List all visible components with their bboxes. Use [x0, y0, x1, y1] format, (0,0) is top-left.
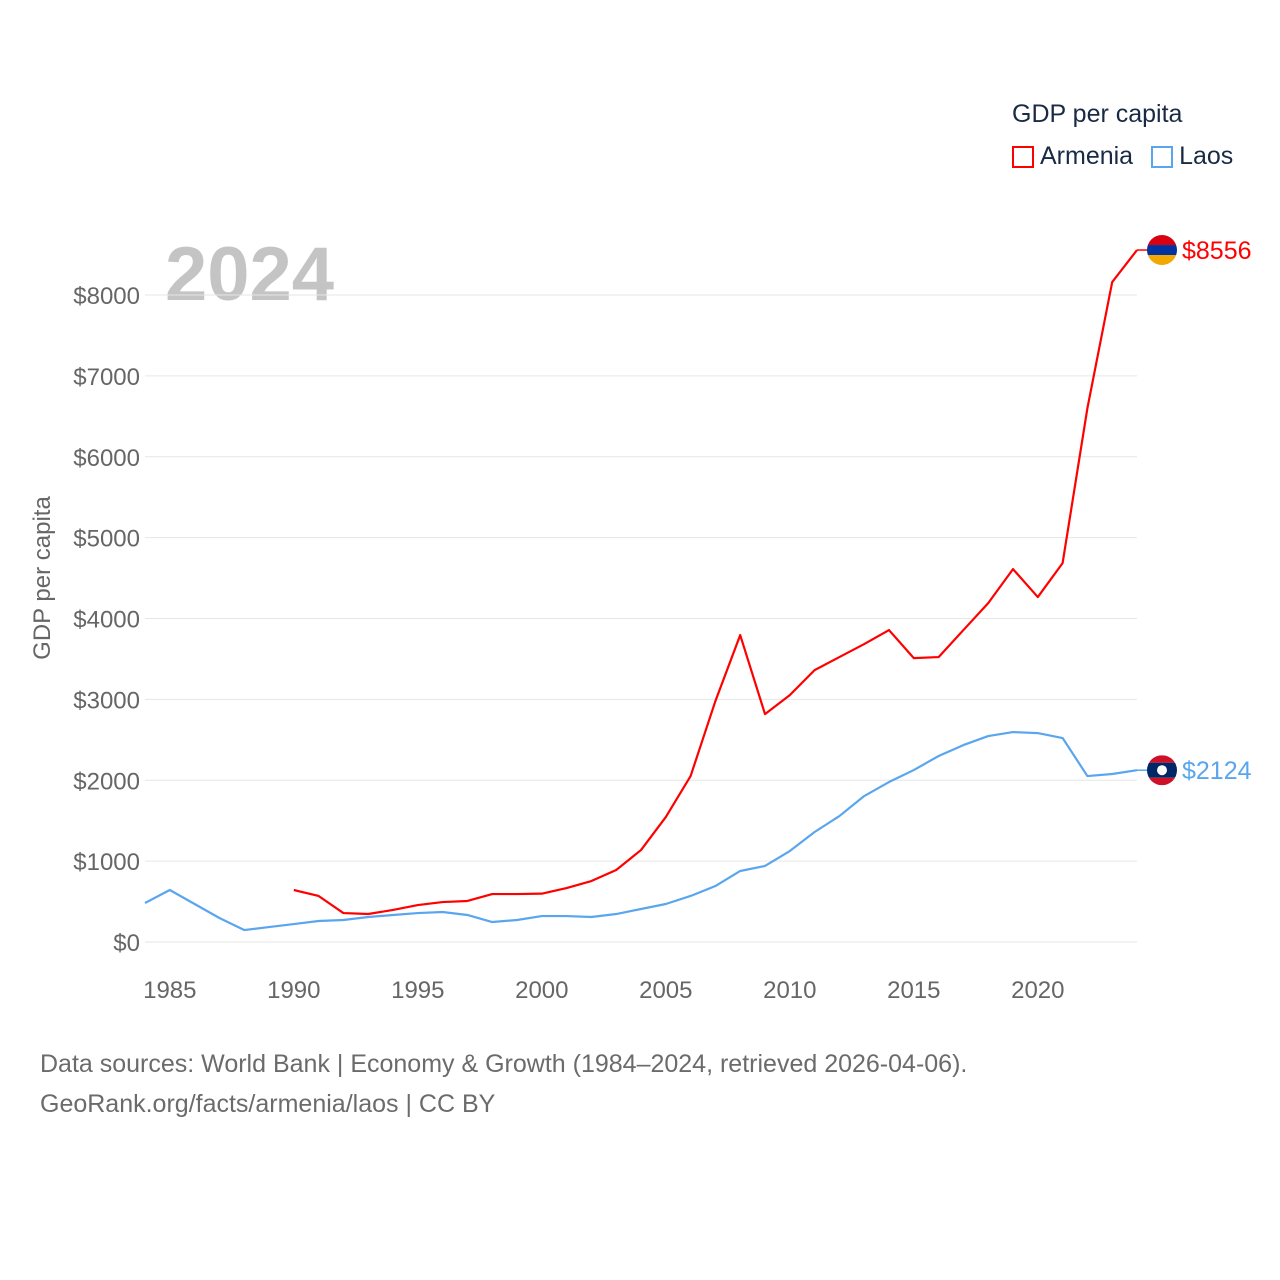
y-tick-label: $7000 [73, 364, 140, 391]
x-tick-label: 2010 [763, 977, 816, 1004]
y-tick-label: $4000 [73, 607, 140, 634]
x-tick-label: 2005 [639, 977, 692, 1004]
y-tick-label: $3000 [73, 687, 140, 714]
series-line-laos [144, 730, 1138, 932]
end-value-label-armenia: $8556 [1182, 237, 1252, 265]
y-tick-label: $6000 [73, 445, 140, 472]
x-tick-label: 2015 [887, 977, 940, 1004]
y-tick-label: $0 [113, 930, 140, 957]
laos-flag-icon [1147, 755, 1177, 786]
legend: Armenia Laos [1012, 142, 1233, 171]
legend-swatch-armenia [1012, 145, 1034, 168]
x-tick-label: 1985 [143, 977, 196, 1004]
x-tick-label: 2020 [1011, 977, 1064, 1004]
y-tick-label: $2000 [73, 768, 140, 795]
x-tick-label: 2000 [515, 977, 568, 1004]
source-line-2[interactable]: GeoRank.org/facts/armenia/laos | CC BY [40, 1090, 496, 1118]
armenia-flag-icon [1147, 235, 1177, 266]
y-tick-label: $5000 [73, 526, 140, 553]
y-axis-label: GDP per capita [29, 496, 56, 660]
legend-label-laos: Laos [1179, 142, 1234, 170]
year-watermark: 2024 [165, 232, 334, 317]
x-tick-label: 1995 [391, 977, 444, 1004]
end-value-label-laos: $2124 [1182, 757, 1252, 785]
legend-title: GDP per capita [1012, 100, 1183, 128]
legend-label-armenia: Armenia [1040, 142, 1134, 170]
x-tick-label: 1990 [267, 977, 320, 1004]
legend-item-laos[interactable]: Laos [1151, 142, 1233, 171]
source-line-1: Data sources: World Bank | Economy & Gro… [40, 1050, 968, 1078]
y-tick-label: $1000 [73, 849, 140, 876]
legend-item-armenia[interactable]: Armenia [1012, 142, 1133, 171]
series-line-armenia [293, 249, 1138, 916]
source-note: Data sources: World Bank | Economy & Gro… [40, 1044, 967, 1124]
legend-swatch-laos [1151, 145, 1174, 168]
y-tick-label: $8000 [73, 283, 140, 310]
